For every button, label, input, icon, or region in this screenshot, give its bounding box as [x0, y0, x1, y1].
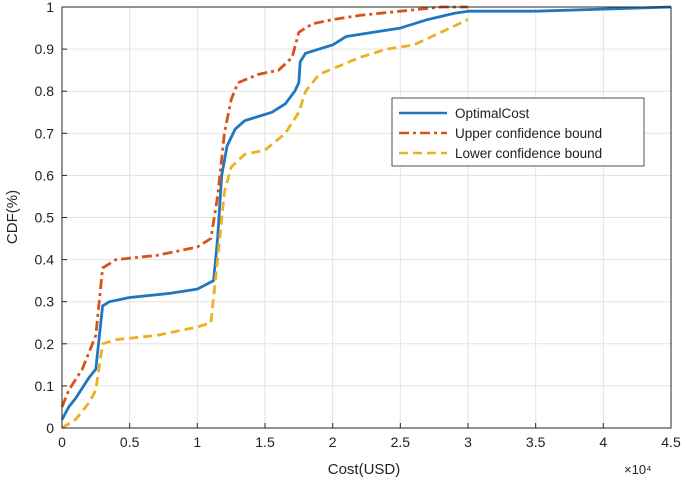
x-axis-label: Cost(USD): [328, 461, 401, 478]
x-tick-label: 4.5: [661, 434, 681, 450]
series-lines: [60, 5, 672, 430]
series-line-lower: [61, 18, 469, 430]
y-tick-label: 0.7: [35, 125, 55, 141]
y-tick-label: 0: [46, 420, 54, 436]
y-axis-ticks: 0 0.1 0.2 0.3 0.4 0.5 0.6 0.7 0.8 0.9 1: [35, 0, 67, 436]
legend-item-optimal: OptimalCost: [399, 106, 530, 121]
legend: OptimalCost Upper confidence bound Lower…: [391, 97, 645, 167]
legend-label-upper: Upper confidence bound: [455, 126, 602, 141]
series-line-upper: [60, 5, 468, 408]
y-tick-label: 0.6: [35, 167, 55, 183]
legend-item-upper: Upper confidence bound: [399, 126, 602, 141]
x-tick-label: 3: [464, 434, 472, 450]
x-axis-multiplier: ×10⁴: [624, 462, 652, 477]
x-tick-label: 3.5: [526, 434, 546, 450]
x-tick-label: 1.5: [255, 434, 275, 450]
x-tick-label: 4: [599, 434, 607, 450]
y-tick-label: 0.4: [35, 252, 55, 268]
legend-label-optimal: OptimalCost: [455, 106, 530, 121]
y-tick-label: 0.8: [35, 83, 55, 99]
y-tick-label: 0.1: [35, 378, 55, 394]
x-tick-label: 2: [329, 434, 337, 450]
series-line-optimal: [60, 5, 672, 421]
y-axis-label: CDF(%): [4, 190, 21, 244]
legend-item-lower: Lower confidence bound: [399, 146, 602, 161]
x-tick-label: 2.5: [391, 434, 411, 450]
y-tick-label: 0.9: [35, 41, 55, 57]
y-tick-label: 1: [46, 0, 54, 15]
y-tick-label: 0.5: [35, 210, 55, 226]
x-axis-ticks: 0 0.5 1 1.5 2 2.5 3 3.5 4 4.5: [58, 423, 681, 450]
grid: [61, 6, 672, 429]
x-tick-label: 0: [58, 434, 66, 450]
y-tick-label: 0.2: [35, 336, 55, 352]
x-tick-label: 1: [193, 434, 201, 450]
legend-label-lower: Lower confidence bound: [455, 146, 602, 161]
y-tick-label: 0.3: [35, 294, 55, 310]
x-tick-label: 0.5: [120, 434, 140, 450]
